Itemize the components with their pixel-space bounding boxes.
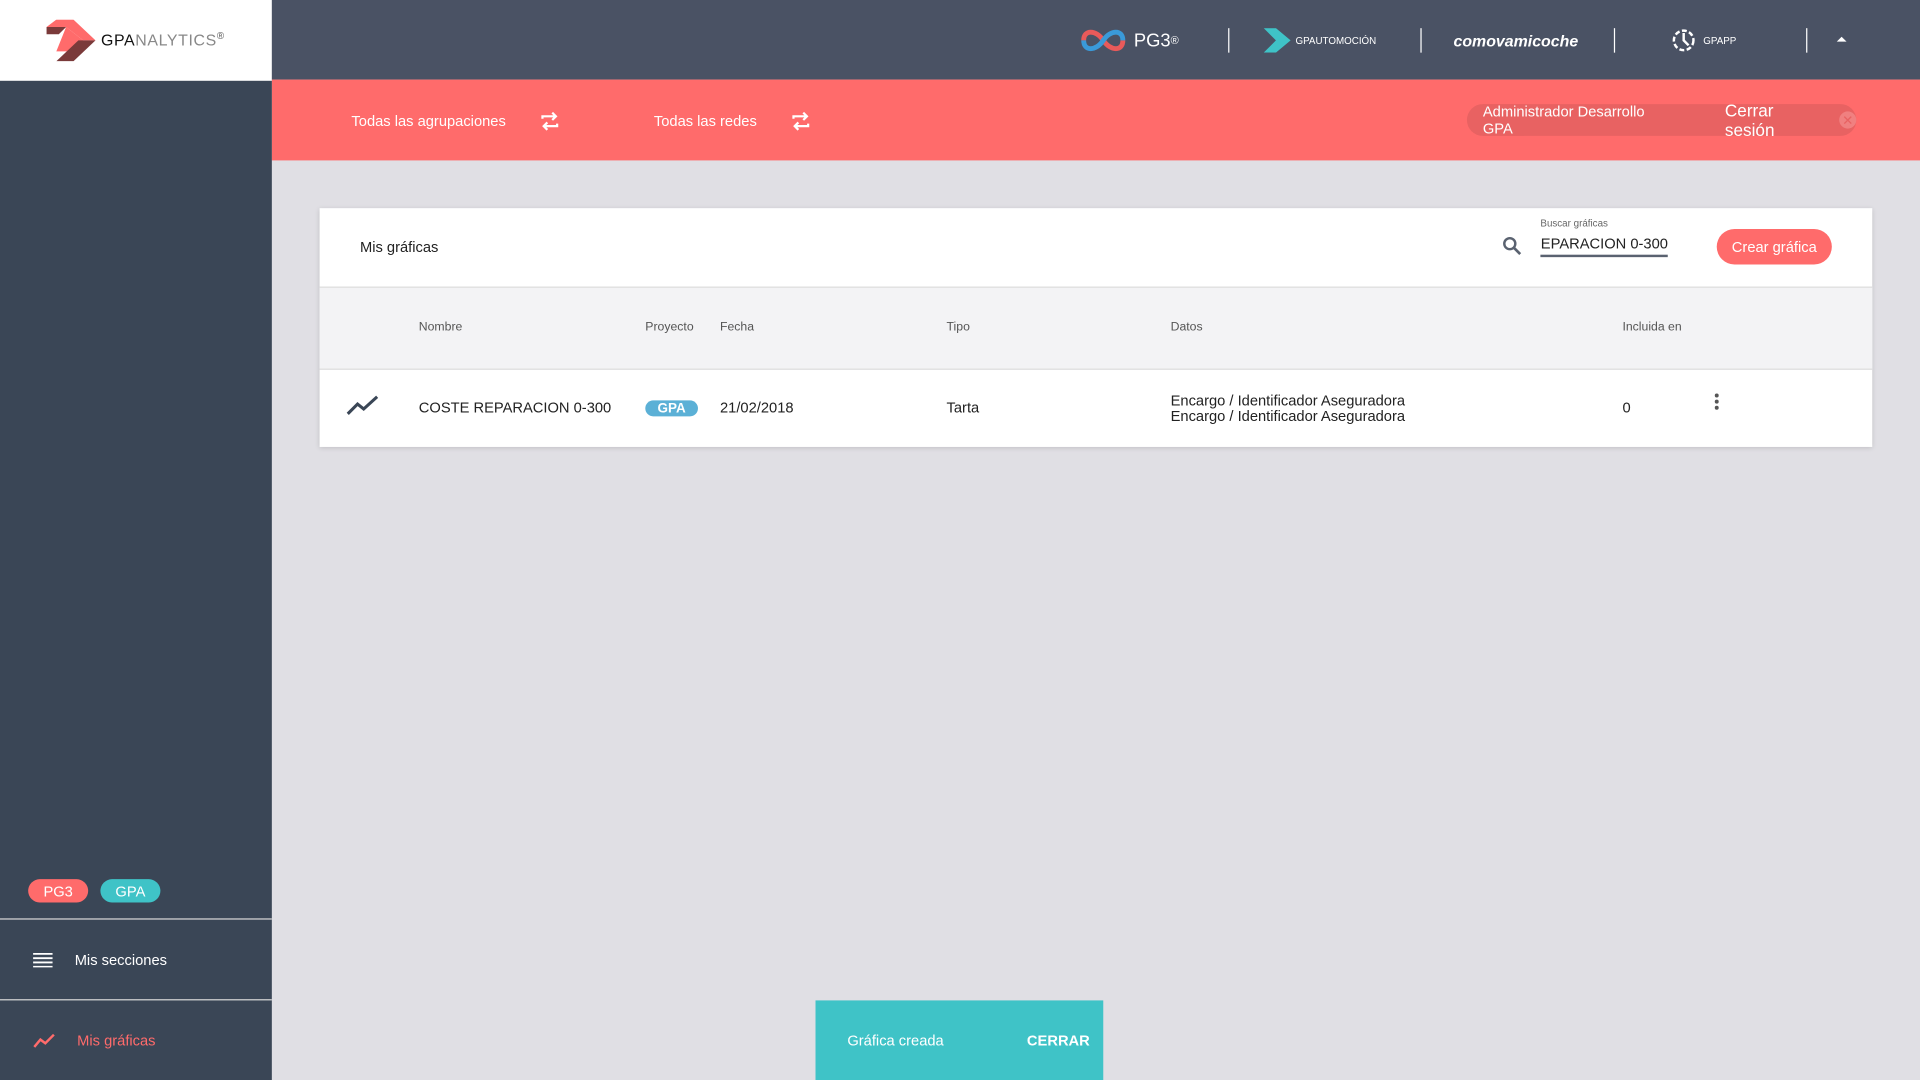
cell-datos-line: Encargo / Identificador Aseguradora bbox=[1170, 391, 1406, 409]
search-icon[interactable] bbox=[1502, 236, 1522, 256]
swap-icon[interactable] bbox=[540, 111, 560, 131]
gpautomocion-logo-icon bbox=[1263, 28, 1291, 53]
filter-bar: Todas las agrupaciones Todas las redes A… bbox=[271, 79, 1920, 161]
brand-comovamicoche[interactable]: comovamicoche bbox=[1453, 24, 1578, 56]
pg3-logo-icon bbox=[1081, 29, 1126, 52]
table-row[interactable]: COSTE REPARACION 0-300 GPA 21/02/2018 Ta… bbox=[320, 369, 1873, 447]
column-header-datos: Datos bbox=[1170, 320, 1203, 335]
list-icon bbox=[33, 952, 53, 968]
brand-pg3-label: PG3 bbox=[1133, 30, 1171, 51]
user-name: Administrador Desarrollo GPA bbox=[1482, 102, 1645, 138]
cell-datos-line: Encargo / Identificador Aseguradora bbox=[1170, 407, 1406, 425]
line-chart-icon bbox=[346, 395, 379, 415]
sidebar-item-label: Mis secciones bbox=[74, 951, 167, 969]
column-header-tipo: Tipo bbox=[946, 320, 970, 335]
divider bbox=[1228, 28, 1230, 53]
sidebar-item-mis-secciones[interactable]: Mis secciones bbox=[0, 918, 272, 1000]
search-input[interactable] bbox=[1540, 232, 1668, 258]
search-label: Buscar gráficas bbox=[1540, 217, 1608, 229]
swap-icon[interactable] bbox=[791, 111, 811, 131]
logo-text-a: GPA bbox=[101, 31, 136, 50]
brand-comovamicoche-label: comovamicoche bbox=[1453, 31, 1579, 50]
sidebar-item-label: Mis gráficas bbox=[77, 1032, 156, 1050]
column-header-incluida: Incluida en bbox=[1622, 320, 1682, 335]
groups-filter-label: Todas las agrupaciones bbox=[351, 112, 506, 130]
create-chart-button[interactable]: Crear gráfica bbox=[1716, 228, 1832, 265]
tag-gpa[interactable]: GPA bbox=[100, 879, 161, 903]
logout-button[interactable]: Cerrar sesión bbox=[1724, 100, 1775, 140]
snackbar: Gráfica creada CERRAR bbox=[815, 1000, 1104, 1080]
cell-nombre: COSTE REPARACION 0-300 bbox=[418, 399, 612, 417]
logo-mark: ® bbox=[216, 31, 225, 43]
divider bbox=[1806, 28, 1808, 53]
logo-text-b: NALYTICS bbox=[135, 31, 217, 50]
tag-pg3[interactable]: PG3 bbox=[28, 879, 89, 903]
column-header-nombre: Nombre bbox=[418, 320, 463, 335]
more-vert-icon[interactable] bbox=[1714, 393, 1719, 413]
gpapp-logo-icon bbox=[1672, 29, 1695, 52]
brand-gpapp[interactable]: GPAPP bbox=[1671, 24, 1736, 56]
snackbar-close-button[interactable]: CERRAR bbox=[1026, 1031, 1090, 1049]
project-badge: GPA bbox=[645, 400, 698, 417]
app-logo[interactable]: GPANALYTICS® bbox=[0, 0, 272, 81]
column-header-fecha: Fecha bbox=[720, 320, 755, 335]
networks-filter-label: Todas las redes bbox=[653, 112, 757, 130]
charts-card: Mis gráficas Buscar gráficas Crear gráfi… bbox=[319, 208, 1873, 447]
table-header bbox=[319, 286, 1873, 370]
divider bbox=[1613, 28, 1616, 53]
user-pill: Administrador Desarrollo GPA Cerrar sesi… bbox=[1466, 100, 1857, 140]
divider bbox=[1420, 28, 1422, 53]
cell-tipo: Tarta bbox=[946, 399, 980, 417]
cell-incluida: 0 bbox=[1622, 399, 1631, 417]
groups-filter[interactable]: Todas las agrupaciones bbox=[351, 111, 559, 131]
cell-fecha: 21/02/2018 bbox=[720, 399, 794, 417]
sidebar-item-mis-graficas[interactable]: Mis gráficas bbox=[0, 999, 272, 1080]
snackbar-message: Gráfica creada bbox=[847, 1031, 944, 1049]
networks-filter[interactable]: Todas las redes bbox=[654, 111, 811, 131]
top-bar: PG3 ® GPAUTOMOCIÓN comovamicoche GPAPP bbox=[271, 0, 1920, 80]
collapse-caret-icon[interactable] bbox=[1836, 36, 1847, 42]
brand-pg3-sup: ® bbox=[1170, 34, 1179, 47]
brand-gpautomocion[interactable]: GPAUTOMOCIÓN bbox=[1263, 24, 1377, 56]
close-circle-icon[interactable]: ✕ bbox=[1839, 111, 1857, 129]
sidebar: PG3 GPA Mis secciones Mis gráficas bbox=[0, 80, 272, 1080]
gpa-logo-icon bbox=[47, 19, 97, 62]
brand-gpapp-label: GPAPP bbox=[1703, 34, 1737, 46]
page-title: Mis gráficas bbox=[360, 238, 439, 256]
brand-pg3[interactable]: PG3 ® bbox=[1080, 24, 1179, 56]
trending-icon bbox=[33, 1033, 55, 1048]
brand-gpautomocion-label: GPAUTOMOCIÓN bbox=[1295, 34, 1377, 46]
column-header-proyecto: Proyecto bbox=[645, 320, 694, 335]
